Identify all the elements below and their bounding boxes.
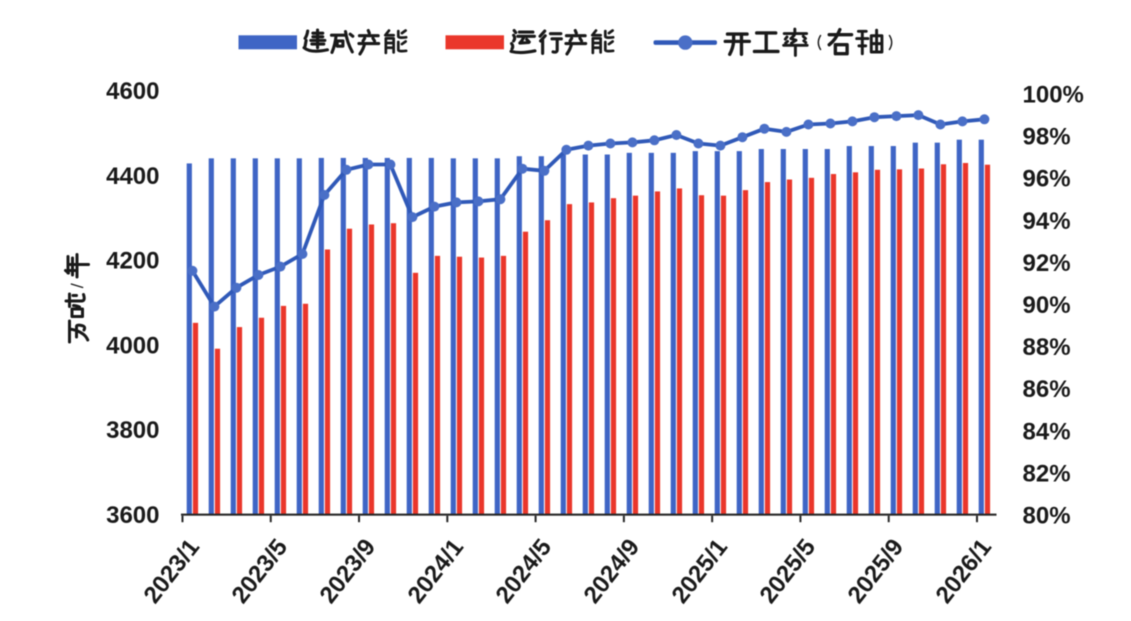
svg-text:94%: 94% [1023,208,1071,235]
svg-text:90%: 90% [1023,292,1071,319]
svg-text:80%: 80% [1023,503,1071,530]
svg-text:84%: 84% [1023,418,1071,445]
svg-text:88%: 88% [1023,334,1071,361]
svg-text:4000: 4000 [106,332,159,359]
svg-text:3800: 3800 [106,417,159,444]
svg-text:82%: 82% [1023,460,1071,487]
svg-text:96%: 96% [1023,166,1071,193]
svg-text:4600: 4600 [106,78,159,105]
svg-text:92%: 92% [1023,250,1071,277]
svg-text:4400: 4400 [106,163,159,190]
svg-text:86%: 86% [1023,376,1071,403]
svg-text:100%: 100% [1023,82,1084,109]
svg-text:3600: 3600 [106,502,159,529]
svg-text:98%: 98% [1023,124,1071,151]
svg-text:4200: 4200 [106,248,159,275]
